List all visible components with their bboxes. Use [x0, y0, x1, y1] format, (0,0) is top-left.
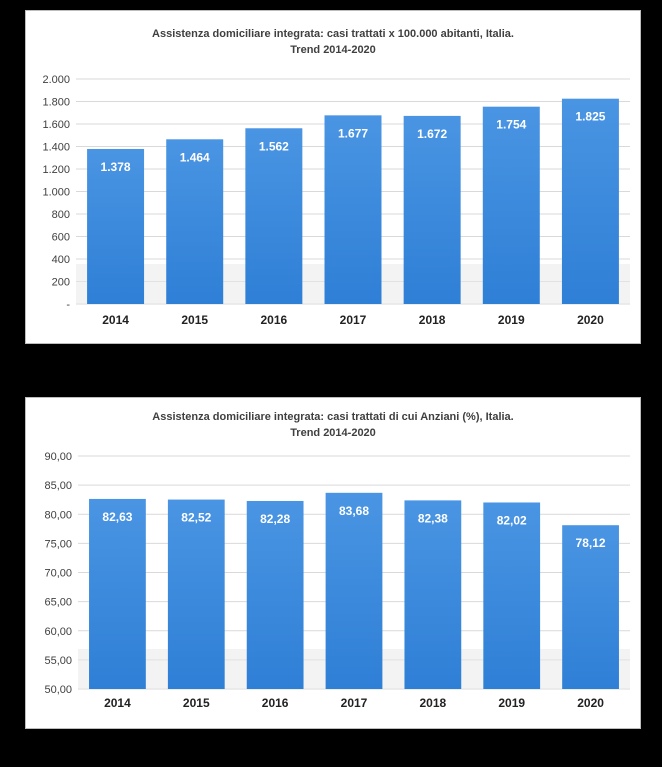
y-tick-label: 70,00 — [44, 568, 72, 580]
x-tick-label-2020: 2020 — [577, 313, 604, 327]
y-tick-label: 75,00 — [44, 538, 72, 550]
data-label-2015: 82,52 — [181, 511, 211, 525]
y-tick-label: 600 — [52, 232, 70, 244]
y-tick-label: 55,00 — [44, 655, 72, 667]
data-label-2017: 83,68 — [339, 504, 369, 518]
y-tick-label: 1.800 — [42, 97, 70, 109]
chart-panel-casi-trattati: Assistenza domiciliare integrata: casi t… — [25, 10, 641, 344]
x-tick-label-2015: 2015 — [183, 696, 210, 710]
bar-2014 — [87, 148, 145, 304]
y-tick-label: 400 — [52, 254, 70, 266]
bar-2015 — [167, 499, 225, 689]
bar-chart-anziani: Assistenza domiciliare integrata: casi t… — [44, 411, 630, 710]
x-tick-label-2020: 2020 — [577, 696, 604, 710]
bar-2016 — [245, 128, 303, 304]
bar-2020 — [562, 525, 619, 689]
y-tick-label: 50,00 — [44, 684, 72, 696]
bar-chart-casi-trattati: Assistenza domiciliare integrata: casi t… — [42, 28, 630, 327]
bar-2020 — [561, 98, 619, 304]
bar-2016 — [246, 500, 304, 689]
x-tick-label-2014: 2014 — [104, 696, 131, 710]
x-tick-label-2018: 2018 — [419, 313, 446, 327]
data-label-2018: 1.672 — [417, 127, 447, 141]
x-tick-label-2019: 2019 — [498, 696, 525, 710]
x-tick-label-2017: 2017 — [341, 696, 368, 710]
y-tick-label: 1.400 — [42, 142, 70, 154]
data-label-2014: 1.378 — [101, 160, 131, 174]
data-label-2014: 82,63 — [102, 510, 132, 524]
y-tick-label: 80,00 — [44, 509, 72, 521]
x-tick-label-2014: 2014 — [102, 313, 129, 327]
data-label-2017: 1.677 — [338, 126, 368, 140]
x-tick-label-2016: 2016 — [262, 696, 289, 710]
y-tick-label: 1.200 — [42, 164, 70, 176]
y-tick-label: 85,00 — [44, 480, 72, 492]
bar-2017 — [325, 492, 383, 689]
x-tick-label-2018: 2018 — [420, 696, 447, 710]
y-tick-label: 65,00 — [44, 597, 72, 609]
y-tick-label: 1.000 — [42, 187, 70, 199]
y-tick-label: 200 — [52, 277, 70, 289]
data-label-2020: 78,12 — [576, 536, 606, 550]
y-tick-label: 2.000 — [42, 74, 70, 86]
y-tick-label: 800 — [52, 209, 70, 221]
y-tick-label: 1.600 — [42, 119, 70, 131]
bar-2019 — [483, 502, 541, 689]
data-label-2019: 82,02 — [497, 513, 527, 527]
x-tick-label-2015: 2015 — [181, 313, 208, 327]
bar-2015 — [166, 139, 224, 304]
bar-2018 — [404, 500, 462, 689]
chart-subtitle: Trend 2014-2020 — [290, 44, 376, 56]
chart-panel-anziani: Assistenza domiciliare integrata: casi t… — [25, 397, 641, 729]
bar-2019 — [482, 106, 540, 304]
y-tick-label: - — [66, 299, 70, 311]
y-tick-label: 60,00 — [44, 626, 72, 638]
data-label-2019: 1.754 — [496, 118, 526, 132]
y-tick-label: 90,00 — [44, 451, 72, 463]
x-tick-label-2016: 2016 — [261, 313, 288, 327]
chart-title: Assistenza domiciliare integrata: casi t… — [152, 28, 514, 40]
bar-2014 — [89, 498, 146, 689]
chart-subtitle: Trend 2014-2020 — [290, 427, 376, 439]
x-tick-label-2017: 2017 — [340, 313, 367, 327]
data-label-2016: 82,28 — [260, 512, 290, 526]
data-label-2018: 82,38 — [418, 511, 448, 525]
bar-2017 — [324, 115, 382, 305]
data-label-2016: 1.562 — [259, 139, 289, 153]
data-label-2020: 1.825 — [575, 110, 605, 124]
bar-2018 — [403, 115, 461, 305]
chart-title: Assistenza domiciliare integrata: casi t… — [152, 411, 513, 423]
x-tick-label-2019: 2019 — [498, 313, 525, 327]
data-label-2015: 1.464 — [180, 150, 210, 164]
